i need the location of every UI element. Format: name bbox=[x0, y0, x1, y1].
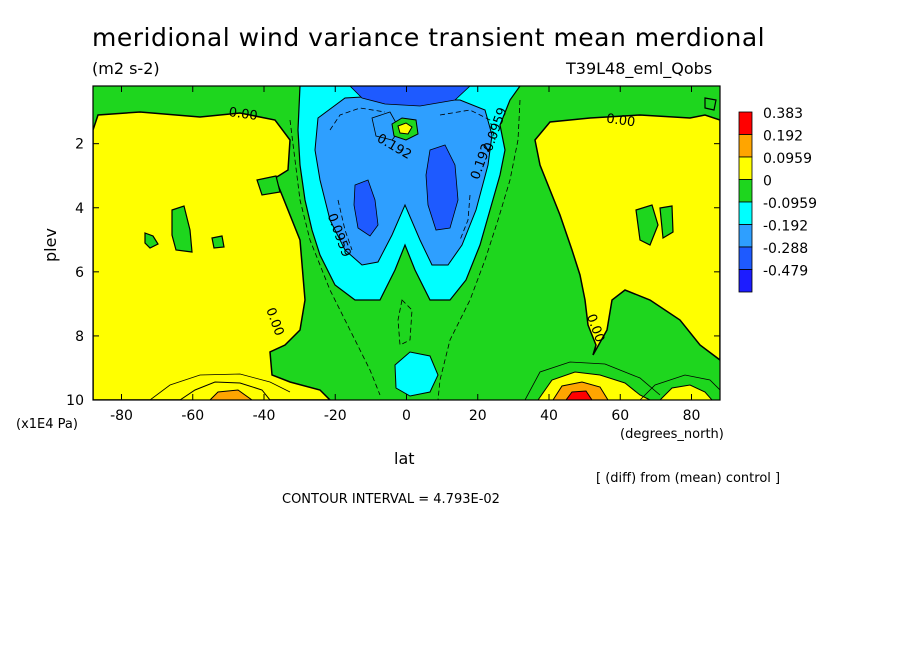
x-tick-label: 80 bbox=[683, 408, 701, 424]
diff-note: [ (diff) from (mean) control ] bbox=[596, 471, 780, 486]
x-tick-label: -80 bbox=[110, 408, 133, 424]
green-patch-2 bbox=[144, 232, 159, 249]
chart-title: meridional wind variance transient mean … bbox=[92, 23, 765, 52]
green-patch-1 bbox=[171, 205, 193, 253]
y-axis: 2 4 6 8 10 bbox=[66, 137, 720, 409]
contour-label: 0.00 bbox=[228, 105, 259, 124]
x-tick-label: 0 bbox=[402, 408, 411, 424]
surface-red-north bbox=[565, 390, 593, 400]
colorbar-label: 0 bbox=[763, 174, 772, 190]
x-axis: -80 -60 -40 -20 0 20 40 60 80 bbox=[110, 86, 700, 424]
x-axis-units: (degrees_north) bbox=[620, 427, 724, 442]
colorbar: 0.383 0.192 0.0959 0 -0.0959 -0.192 -0.288 -0.4… bbox=[738, 106, 817, 293]
negative-region-blue-south bbox=[353, 179, 379, 237]
contour-label: 0.00 bbox=[605, 112, 636, 131]
x-tick-label: -40 bbox=[253, 408, 276, 424]
colorbar-swatch bbox=[738, 111, 753, 135]
surface-positive-far-north bbox=[659, 384, 713, 400]
contour-interval: CONTOUR INTERVAL = 4.793E-02 bbox=[282, 492, 500, 507]
colorbar-label: 0.0959 bbox=[763, 151, 812, 167]
colorbar-label: -0.192 bbox=[763, 219, 808, 235]
x-tick-label: -60 bbox=[181, 408, 204, 424]
colorbar-swatch bbox=[738, 224, 753, 248]
green-patch-7 bbox=[704, 97, 717, 111]
y-tick-label: 4 bbox=[75, 201, 84, 217]
colorbar-label: -0.288 bbox=[763, 241, 808, 257]
negative-region-blue-top bbox=[349, 86, 471, 107]
units-label: (m2 s-2) bbox=[92, 59, 160, 78]
colorbar-swatch bbox=[738, 269, 753, 293]
colorbar-label: 0.192 bbox=[763, 129, 803, 145]
positive-spot-equator-core bbox=[397, 122, 413, 135]
run-label: T39L48_eml_Qobs bbox=[565, 59, 712, 79]
green-patch-4 bbox=[256, 175, 281, 196]
y-tick-label: 6 bbox=[75, 265, 84, 281]
dashed-contours bbox=[289, 99, 521, 400]
colorbar-swatch bbox=[738, 134, 753, 158]
y-tick-label: 2 bbox=[75, 137, 84, 153]
surface-orange-south bbox=[209, 389, 253, 400]
surface-contours bbox=[149, 361, 720, 400]
x-tick-label: 60 bbox=[611, 408, 629, 424]
colorbar-label: -0.0959 bbox=[763, 196, 817, 212]
green-patch-5 bbox=[635, 204, 659, 246]
y-axis-label: plev bbox=[41, 228, 60, 262]
green-patch-3 bbox=[211, 235, 225, 249]
y-axis-units: (x1E4 Pa) bbox=[16, 417, 78, 432]
green-patch-6 bbox=[659, 205, 674, 240]
colorbar-swatch bbox=[738, 156, 753, 180]
negative-region-lower bbox=[394, 351, 439, 397]
negative-region-blue-north bbox=[425, 144, 459, 231]
y-tick-label: 8 bbox=[75, 329, 84, 345]
x-axis-label: lat bbox=[394, 449, 415, 468]
colorbar-swatch bbox=[738, 246, 753, 270]
y-tick-label: 10 bbox=[66, 393, 84, 409]
contour-field bbox=[93, 86, 720, 400]
x-tick-label: 20 bbox=[469, 408, 487, 424]
colorbar-swatch bbox=[738, 179, 753, 203]
colorbar-swatch bbox=[738, 201, 753, 225]
x-tick-label: 40 bbox=[540, 408, 558, 424]
colorbar-label: -0.479 bbox=[763, 264, 808, 280]
positive-region-north bbox=[534, 114, 720, 361]
colorbar-label: 0.383 bbox=[763, 106, 803, 122]
x-tick-label: -20 bbox=[324, 408, 347, 424]
